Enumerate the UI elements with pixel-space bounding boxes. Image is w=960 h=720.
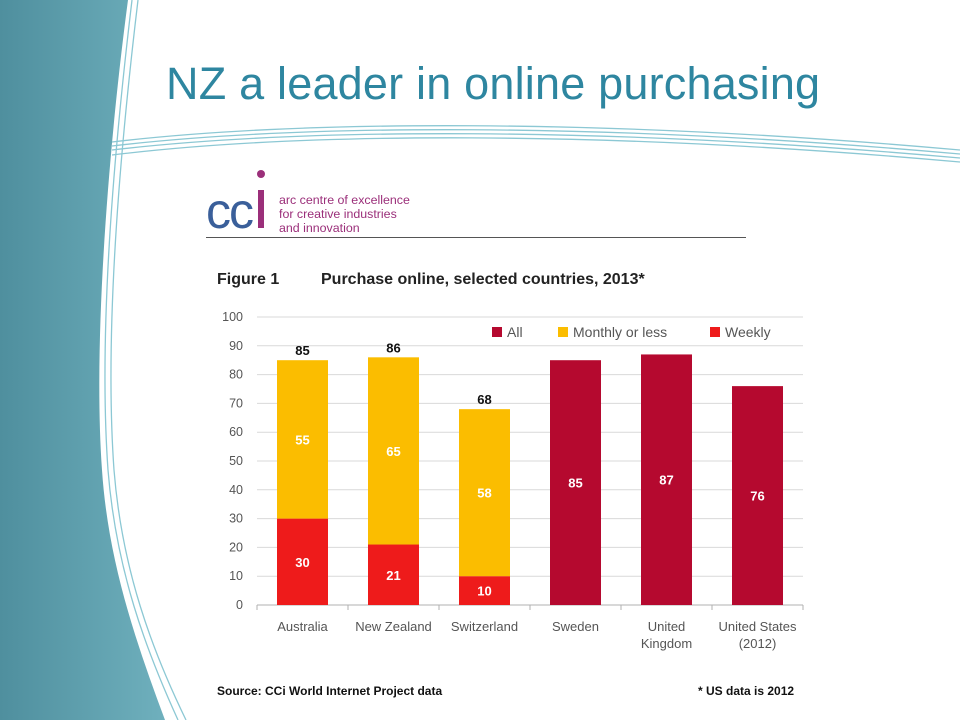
x-category-label: Switzerland — [451, 619, 518, 634]
bar-value-label: 87 — [659, 473, 673, 488]
figure-label: Figure 1 — [217, 271, 280, 288]
legend-swatch — [492, 327, 502, 337]
bar-value-label: 65 — [386, 444, 400, 459]
legend-swatch — [558, 327, 568, 337]
y-tick-label: 10 — [229, 569, 243, 583]
legend-label: Weekly — [725, 324, 771, 340]
y-tick-label: 90 — [229, 339, 243, 353]
y-tick-label: 20 — [229, 540, 243, 554]
bar-segment — [459, 576, 510, 605]
source-note: Source: CCi World Internet Project data — [217, 684, 443, 698]
x-category-label: United States — [718, 619, 797, 634]
logo-divider — [206, 237, 746, 238]
y-tick-label: 0 — [236, 598, 243, 612]
bar-value-label: 21 — [386, 568, 400, 583]
y-tick-label: 40 — [229, 483, 243, 497]
bar-value-label: 76 — [750, 489, 764, 504]
bar-value-label: 55 — [295, 432, 309, 447]
cci-logo-i-dot — [257, 170, 265, 178]
y-tick-label: 50 — [229, 454, 243, 468]
left-teal-panel — [0, 0, 165, 720]
us-data-note: * US data is 2012 — [698, 684, 795, 698]
cci-tagline-line: for creative industries — [279, 207, 397, 221]
cci-logo-i-stem — [258, 190, 264, 228]
cci-tagline-line: arc centre of excellence — [279, 193, 410, 207]
cci-tagline: arc centre of excellence for creative in… — [279, 193, 410, 235]
legend-swatch — [710, 327, 720, 337]
x-category-label: Australia — [277, 619, 328, 634]
cci-tagline-line: and innovation — [279, 221, 360, 235]
y-tick-label: 80 — [229, 368, 243, 382]
x-category-label: (2012) — [739, 636, 777, 651]
bar-segment — [368, 357, 419, 545]
chart-bars — [277, 354, 783, 605]
bar-total-label: 68 — [477, 392, 491, 407]
x-category-label: United — [648, 619, 686, 634]
bar-value-label: 58 — [477, 486, 491, 501]
bar-segment — [550, 360, 601, 605]
bar-total-label: 86 — [386, 340, 400, 355]
bar-segment — [641, 354, 692, 605]
figure-title: Purchase online, selected countries, 201… — [321, 271, 645, 288]
y-tick-label: 30 — [229, 512, 243, 526]
cci-logo: cc — [206, 170, 265, 236]
decorative-swoosh-lines — [104, 0, 960, 720]
bar-value-label: 30 — [295, 555, 309, 570]
cci-logo-cc: cc — [206, 183, 253, 236]
bar-segment — [277, 360, 328, 519]
bar-value-label: 10 — [477, 584, 491, 599]
x-category-label: Kingdom — [641, 636, 692, 651]
x-category-label: Sweden — [552, 619, 599, 634]
slide-title: NZ a leader in online purchasing — [166, 58, 821, 109]
chart-labels: 0 10 20 30 40 50 60 70 80 90 100 30 55 85 Australia 21 6… — [222, 310, 797, 651]
bar-segment — [368, 544, 419, 605]
bar-segment — [277, 518, 328, 605]
x-category-label: New Zealand — [355, 619, 432, 634]
bar-value-label: 85 — [568, 476, 582, 491]
chart-legend: All Monthly or less Weekly — [492, 324, 771, 340]
legend-label: All — [507, 324, 523, 340]
bar-segment — [459, 409, 510, 577]
legend-label: Monthly or less — [573, 324, 667, 340]
chart-grid — [256, 316, 804, 610]
y-tick-label: 70 — [229, 396, 243, 410]
bar-total-label: 85 — [295, 343, 309, 358]
y-tick-label: 60 — [229, 425, 243, 439]
bar-segment — [732, 386, 783, 605]
y-tick-label: 100 — [222, 310, 243, 324]
